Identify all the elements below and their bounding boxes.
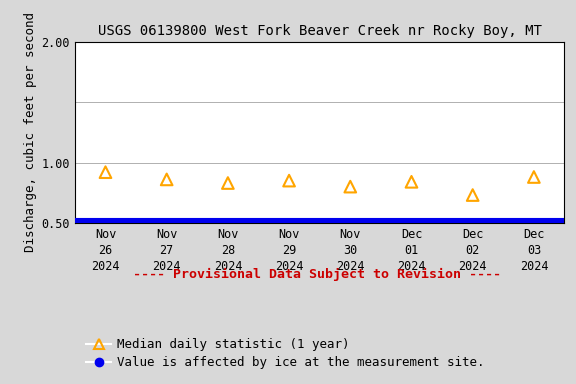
Point — [529, 174, 539, 180]
Point — [407, 179, 416, 185]
Point — [101, 169, 110, 175]
Point — [223, 180, 233, 186]
Point — [285, 177, 294, 184]
Legend: Median daily statistic (1 year), Value is affected by ice at the measurement sit: Median daily statistic (1 year), Value i… — [81, 333, 490, 374]
Point — [162, 176, 171, 182]
Text: ---- Provisional Data Subject to Revision ----: ---- Provisional Data Subject to Revisio… — [133, 268, 501, 281]
Point — [346, 184, 355, 190]
Y-axis label: Discharge, cubic feet per second: Discharge, cubic feet per second — [24, 13, 37, 253]
Point — [468, 192, 478, 198]
Title: USGS 06139800 West Fork Beaver Creek nr Rocky Boy, MT: USGS 06139800 West Fork Beaver Creek nr … — [98, 24, 541, 38]
